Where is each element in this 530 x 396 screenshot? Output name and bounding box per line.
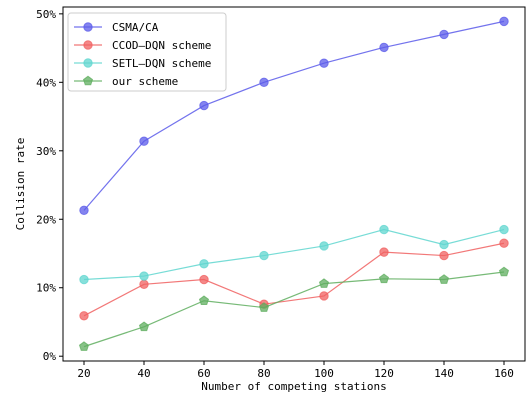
y-tick-label: 20% xyxy=(36,213,56,226)
series-line xyxy=(83,20,505,211)
series-3 xyxy=(78,266,510,351)
legend-label: our scheme xyxy=(112,75,178,88)
data-point xyxy=(439,29,449,40)
x-tick-label: 120 xyxy=(374,367,394,380)
data-point xyxy=(198,295,210,306)
legend-label: CCOD—DQN scheme xyxy=(112,39,211,52)
data-point xyxy=(78,341,90,351)
data-point xyxy=(319,241,329,251)
y-tick-label: 10% xyxy=(36,282,56,295)
series-2 xyxy=(79,224,509,285)
data-point xyxy=(319,291,329,301)
data-point xyxy=(258,302,270,312)
data-point xyxy=(319,58,329,68)
data-point xyxy=(139,279,149,290)
y-tick-label: 40% xyxy=(36,76,56,89)
data-point xyxy=(378,273,390,284)
data-point xyxy=(499,224,509,235)
y-axis-label: Collision rate xyxy=(14,138,27,231)
y-axis: 0% 10% 20% 30% 40% 50% xyxy=(36,8,63,363)
data-point xyxy=(259,77,269,88)
data-point xyxy=(498,266,510,277)
series-line xyxy=(83,271,505,348)
data-point xyxy=(139,136,149,146)
y-tick-label: 0% xyxy=(43,350,57,363)
series-line xyxy=(83,242,505,317)
data-point xyxy=(259,250,269,261)
data-point xyxy=(199,274,209,285)
data-point xyxy=(318,278,330,288)
x-tick-label: 60 xyxy=(197,367,210,380)
data-point xyxy=(199,259,209,269)
y-tick-label: 30% xyxy=(36,145,56,158)
legend-label: SETL—DQN scheme xyxy=(112,57,211,70)
series-layer xyxy=(78,16,510,351)
data-point xyxy=(499,16,509,27)
x-tick-label: 160 xyxy=(494,367,514,380)
data-point xyxy=(439,239,449,250)
data-point xyxy=(379,42,389,53)
x-axis: 20 40 60 80 100 120 140 160 xyxy=(77,361,514,380)
legend-marker xyxy=(82,75,94,86)
legend-marker xyxy=(83,58,93,68)
x-tick-label: 140 xyxy=(434,367,454,380)
series-line xyxy=(83,228,505,281)
data-point xyxy=(79,205,89,216)
data-point xyxy=(79,274,89,285)
x-tick-label: 100 xyxy=(314,367,334,380)
x-tick-label: 20 xyxy=(77,367,90,380)
legend-marker xyxy=(83,22,93,32)
legend: CSMA/CA CCOD—DQN scheme SETL—DQN scheme our… xyxy=(67,12,227,92)
data-point xyxy=(139,271,149,281)
legend-label: CSMA/CA xyxy=(112,21,159,34)
plot-frame xyxy=(62,6,526,362)
data-point xyxy=(79,311,89,321)
data-point xyxy=(379,247,389,257)
series-0 xyxy=(79,16,509,216)
data-point xyxy=(138,321,150,332)
legend-marker xyxy=(83,40,93,50)
y-tick-label: 50% xyxy=(36,8,56,21)
data-point xyxy=(439,250,449,261)
x-tick-label: 40 xyxy=(137,367,150,380)
data-point xyxy=(379,224,389,235)
data-point xyxy=(438,274,450,284)
legend-box xyxy=(67,12,227,92)
data-point xyxy=(199,100,209,111)
x-tick-label: 80 xyxy=(257,367,270,380)
data-point xyxy=(499,238,509,248)
x-axis-label: Number of competing stations xyxy=(201,380,386,393)
